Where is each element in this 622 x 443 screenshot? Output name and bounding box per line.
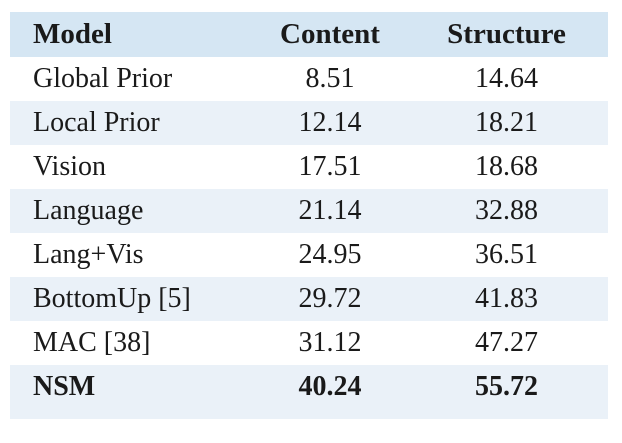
structure-cell: 55.72	[475, 371, 538, 402]
structure-cell: 32.88	[475, 195, 538, 226]
model-cell: Language	[33, 195, 144, 226]
table-row: Local Prior 12.14 18.21	[10, 101, 608, 145]
structure-cell: 14.64	[475, 63, 538, 94]
table-row: BottomUp [5] 29.72 41.83	[10, 277, 608, 321]
structure-cell: 41.83	[475, 283, 538, 314]
table-row: Vision 17.51 18.68	[10, 145, 608, 189]
table-row: Global Prior 8.51 14.64	[10, 57, 608, 101]
column-header-structure: Structure	[447, 18, 566, 50]
table-row: Lang+Vis 24.95 36.51	[10, 233, 608, 277]
content-cell: 31.12	[298, 327, 362, 358]
structure-cell: 36.51	[475, 239, 538, 270]
table-header-row: Model Content Structure	[10, 12, 608, 57]
content-cell: 40.24	[298, 371, 362, 402]
table-row: MAC [38] 31.12 47.27	[10, 321, 608, 365]
model-cell: Local Prior	[33, 107, 160, 138]
content-cell: 12.14	[298, 107, 362, 138]
structure-cell: 47.27	[475, 327, 538, 358]
content-cell: 29.72	[298, 283, 362, 314]
table-row: Language 21.14 32.88	[10, 189, 608, 233]
column-header-model: Model	[33, 18, 112, 50]
column-header-content: Content	[280, 18, 380, 50]
model-cell: Lang+Vis	[33, 239, 144, 270]
content-cell: 8.51	[305, 63, 355, 94]
model-cell: Global Prior	[33, 63, 173, 94]
table-row-nsm: NSM 40.24 55.72	[10, 365, 608, 419]
content-cell: 21.14	[298, 195, 362, 226]
content-cell: 24.95	[298, 239, 362, 270]
structure-cell: 18.21	[475, 107, 538, 138]
model-cell: BottomUp [5]	[33, 283, 191, 314]
model-cell: NSM	[33, 371, 96, 402]
content-cell: 17.51	[298, 151, 362, 182]
model-cell: MAC [38]	[33, 327, 151, 358]
model-cell: Vision	[33, 151, 106, 182]
results-table: Model Content Structure Global Prior 8.5…	[10, 12, 608, 419]
structure-cell: 18.68	[475, 151, 538, 182]
